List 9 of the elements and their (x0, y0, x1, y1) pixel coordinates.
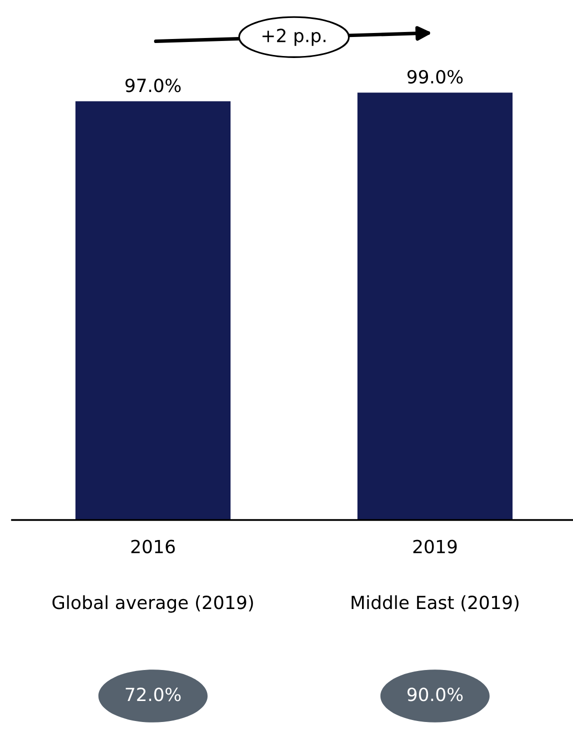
text: +2 p.p. (262, 28, 326, 46)
x-tick-label: 2019 (413, 540, 457, 554)
text: Middle East (2019) (352, 595, 519, 612)
data-label: 99.0% (407, 70, 463, 84)
data-label: 97.0% (125, 78, 181, 92)
text: 72.0% (126, 688, 181, 702)
text: 90.0% (407, 688, 463, 702)
text: Global average (2019) (52, 595, 253, 613)
x-tick-label: 2016 (131, 540, 175, 554)
